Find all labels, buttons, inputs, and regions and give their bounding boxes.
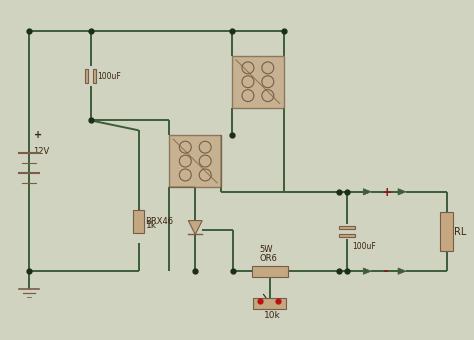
Text: OR6: OR6 bbox=[260, 254, 278, 263]
Polygon shape bbox=[363, 268, 371, 274]
Bar bbox=[339, 226, 356, 229]
Text: BRX46: BRX46 bbox=[146, 217, 173, 225]
Text: 100uF: 100uF bbox=[97, 72, 120, 81]
Text: 10k: 10k bbox=[264, 311, 281, 320]
Polygon shape bbox=[398, 268, 406, 274]
Bar bbox=[440, 212, 453, 251]
Bar bbox=[85, 69, 88, 83]
Bar bbox=[339, 234, 356, 237]
Text: +: + bbox=[381, 186, 392, 199]
Bar bbox=[169, 135, 221, 187]
Bar bbox=[93, 69, 96, 83]
Text: 5W: 5W bbox=[260, 245, 273, 254]
Polygon shape bbox=[363, 189, 371, 195]
Polygon shape bbox=[188, 221, 202, 235]
Polygon shape bbox=[398, 189, 406, 195]
Text: 12V: 12V bbox=[33, 147, 49, 156]
Bar bbox=[252, 266, 288, 277]
Text: 100uF: 100uF bbox=[352, 242, 376, 251]
Bar bbox=[254, 299, 286, 309]
Text: +: + bbox=[34, 130, 42, 140]
Bar bbox=[232, 56, 284, 107]
Text: RL: RL bbox=[454, 227, 466, 237]
Text: -: - bbox=[382, 264, 388, 278]
Bar bbox=[133, 210, 144, 234]
Text: 1k: 1k bbox=[146, 221, 156, 230]
